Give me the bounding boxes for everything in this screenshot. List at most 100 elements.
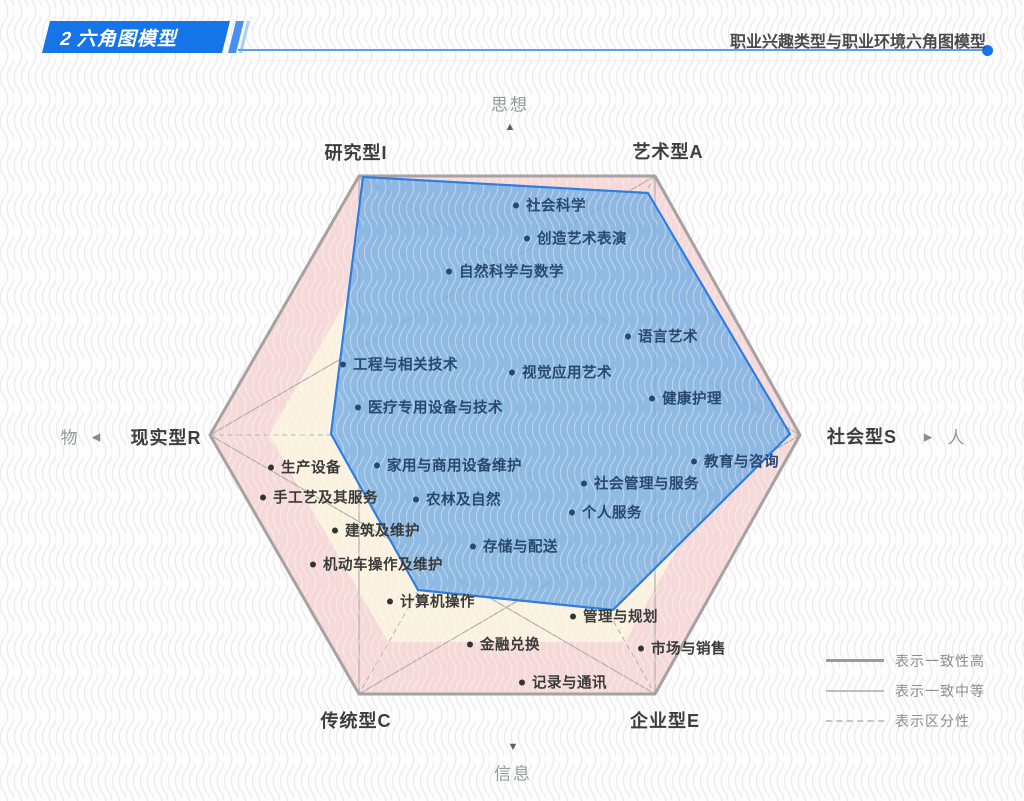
occupation-dot-icon: [387, 598, 393, 604]
occupation-dot-icon: [355, 404, 361, 410]
vertex-label-I: 研究型I: [324, 143, 388, 163]
occupation-item: 教育与咨询: [691, 451, 779, 472]
header-rule-dot: [982, 45, 993, 56]
occupation-item: 生产设备: [268, 457, 341, 478]
axis-label-right: 人: [947, 428, 967, 448]
occupation-label: 工程与相关技术: [353, 357, 458, 374]
occupation-dot-icon: [268, 464, 274, 470]
occupation-item: 社会科学: [513, 195, 586, 216]
occupation-label: 生产设备: [281, 460, 341, 477]
occupation-item: 创造艺术表演: [524, 228, 627, 249]
legend-line-dashed-icon: [826, 719, 884, 722]
occupation-item: 机动车操作及维护: [310, 554, 443, 575]
occupation-label: 健康护理: [662, 391, 722, 408]
vertex-label-S: 社会型S: [826, 427, 898, 447]
axis-arrow-right-icon: ▶: [923, 431, 933, 444]
occupation-item: 存储与配送: [470, 536, 558, 557]
vertex-label-C: 传统型C: [320, 711, 392, 731]
occupation-item: 社会管理与服务: [581, 473, 699, 494]
occupation-dot-icon: [467, 641, 473, 647]
occupation-label: 机动车操作及维护: [323, 557, 443, 574]
occupation-dot-icon: [332, 527, 338, 533]
occupation-item: 手工艺及其服务: [260, 487, 378, 508]
legend-row: 表示一致性高: [826, 652, 985, 669]
axis-arrow-left-icon: ◀: [91, 431, 101, 444]
occupation-item: 自然科学与数学: [446, 261, 564, 282]
legend-label: 表示区分性: [895, 712, 970, 729]
occupation-label: 自然科学与数学: [459, 264, 564, 281]
occupation-item: 金融兑换: [467, 634, 540, 655]
occupation-dot-icon: [524, 235, 530, 241]
occupation-label: 家用与商用设备维护: [387, 458, 522, 475]
occupation-dot-icon: [513, 202, 519, 208]
occupation-item: 市场与销售: [638, 638, 726, 659]
occupation-dot-icon: [374, 462, 380, 468]
vertex-label-E: 企业型E: [629, 711, 701, 731]
header-rule: [238, 49, 986, 51]
occupation-dot-icon: [509, 369, 515, 375]
occupation-label: 计算机操作: [400, 594, 475, 611]
profile-polygon-border: [329, 175, 792, 612]
legend: 表示一致性高 表示一致中等 表示区分性: [826, 652, 985, 742]
occupation-item: 工程与相关技术: [340, 354, 458, 375]
occupation-dot-icon: [569, 509, 575, 515]
occupation-label: 手工艺及其服务: [273, 490, 378, 507]
legend-line-thin-icon: [826, 689, 884, 692]
occupation-label: 创造艺术表演: [537, 231, 627, 248]
axis-arrow-up-icon: ▲: [504, 121, 516, 133]
occupation-label: 市场与销售: [651, 641, 726, 658]
occupation-label: 农林及自然: [426, 492, 501, 509]
occupation-label: 个人服务: [582, 505, 642, 522]
legend-label: 表示一致性高: [895, 652, 985, 669]
occupation-item: 建筑及维护: [332, 520, 420, 541]
occupation-label: 医疗专用设备与技术: [368, 400, 503, 417]
occupation-label: 存储与配送: [483, 539, 558, 556]
occupation-label: 视觉应用艺术: [522, 365, 612, 382]
occupation-item: 视觉应用艺术: [509, 362, 612, 383]
vertex-label-A: 艺术型A: [632, 142, 704, 162]
occupation-dot-icon: [310, 561, 316, 567]
legend-line-thick-icon: [826, 659, 884, 662]
occupation-dot-icon: [570, 613, 576, 619]
occupation-item: 管理与规划: [570, 606, 658, 627]
legend-label: 表示一致中等: [895, 682, 985, 699]
occupation-dot-icon: [446, 268, 452, 274]
occupation-dot-icon: [413, 496, 419, 502]
axis-arrow-down-icon: ▼: [507, 741, 519, 753]
occupation-label: 语言艺术: [638, 329, 698, 346]
occupation-dot-icon: [638, 645, 644, 651]
vertex-label-R: 现实型R: [130, 428, 202, 448]
axis-label-left: 物: [60, 428, 80, 448]
occupation-label: 建筑及维护: [345, 523, 420, 540]
occupation-dot-icon: [519, 679, 525, 685]
occupation-item: 记录与通讯: [519, 672, 607, 693]
occupation-item: 语言艺术: [625, 326, 698, 347]
occupation-label: 管理与规划: [583, 609, 658, 626]
occupation-label: 金融兑换: [480, 637, 540, 654]
occupation-dot-icon: [581, 480, 587, 486]
occupation-dot-icon: [649, 395, 655, 401]
occupation-dot-icon: [260, 494, 266, 500]
occupation-label: 社会管理与服务: [594, 476, 699, 493]
occupation-label: 社会科学: [526, 198, 586, 215]
legend-row: 表示一致中等: [826, 682, 985, 699]
occupation-dot-icon: [340, 361, 346, 367]
occupation-item: 健康护理: [649, 388, 722, 409]
occupation-dot-icon: [470, 543, 476, 549]
occupation-dot-icon: [691, 458, 697, 464]
occupation-item: 计算机操作: [387, 591, 475, 612]
occupation-item: 家用与商用设备维护: [374, 455, 522, 476]
page-title: 职业兴趣类型与职业环境六角图模型: [729, 34, 986, 51]
occupation-dot-icon: [625, 333, 631, 339]
occupation-label: 记录与通讯: [532, 675, 607, 692]
legend-row: 表示区分性: [826, 712, 985, 729]
occupation-item: 农林及自然: [413, 489, 501, 510]
axis-label-top: 思想: [491, 95, 529, 115]
section-banner: 2 六角图模型: [42, 21, 231, 53]
occupation-label: 教育与咨询: [704, 454, 779, 471]
occupation-item: 个人服务: [569, 502, 642, 523]
section-banner-label: 2 六角图模型: [57, 28, 181, 50]
occupation-item: 医疗专用设备与技术: [355, 397, 503, 418]
